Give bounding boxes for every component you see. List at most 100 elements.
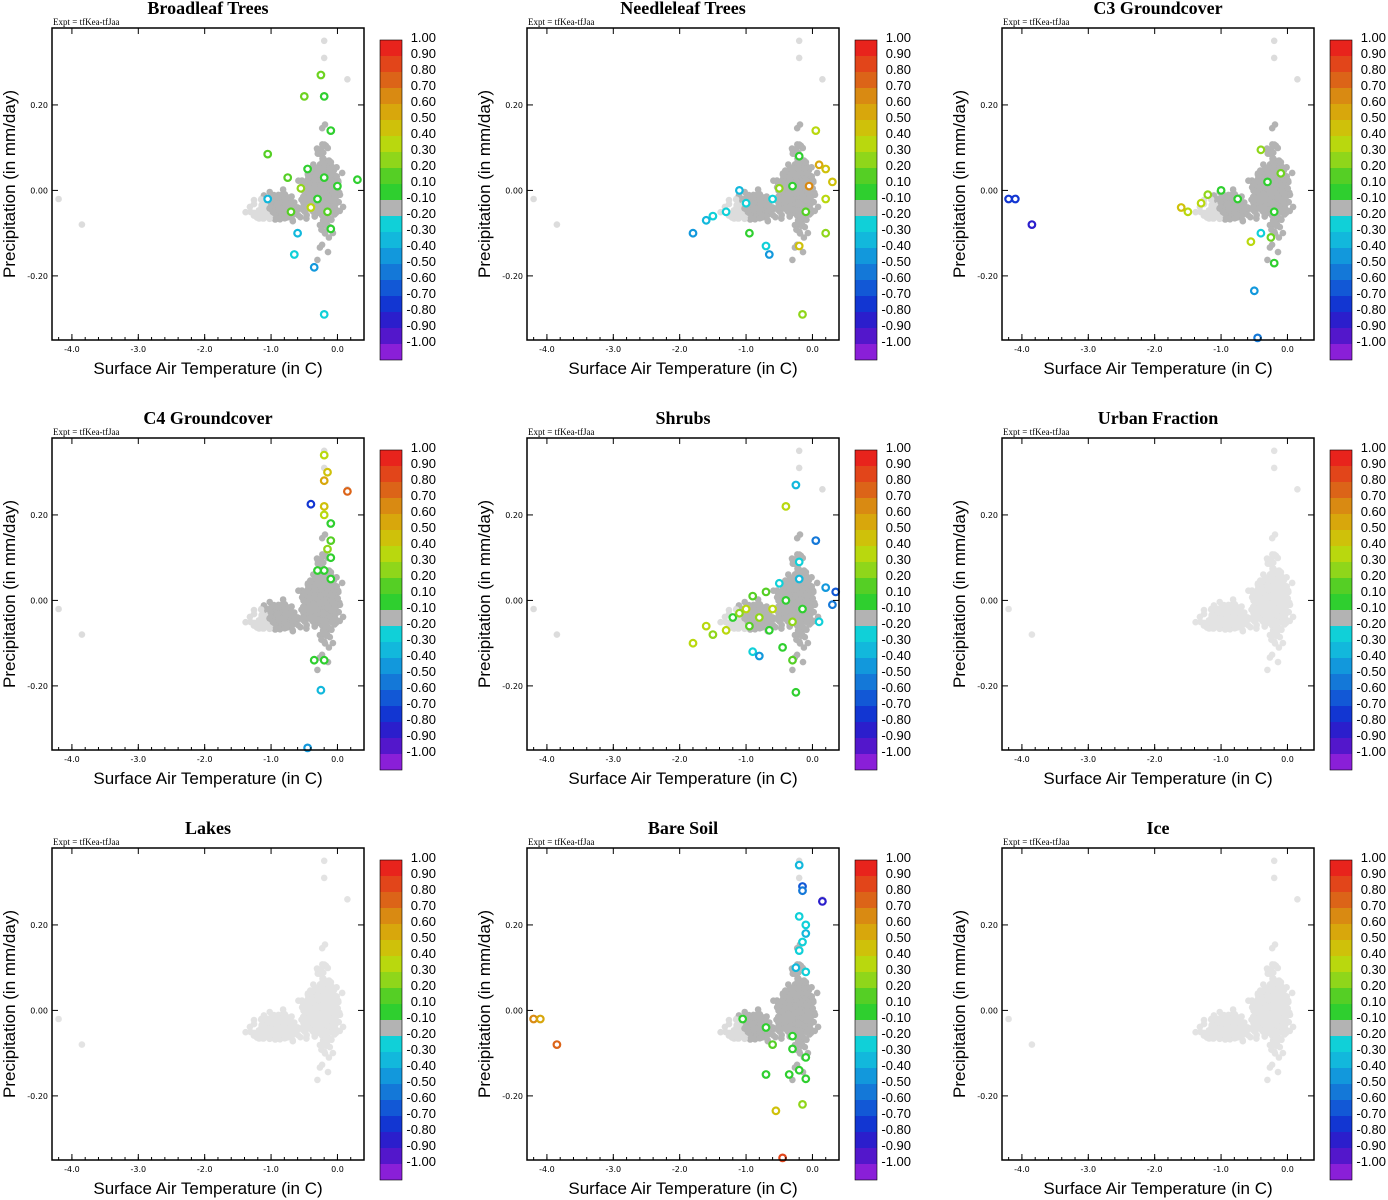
neutral-data-point — [764, 216, 771, 224]
data-point — [735, 185, 744, 195]
neutral-data-point — [788, 145, 796, 152]
panel-title: C3 Groundcover — [1093, 0, 1222, 18]
colorbar-swatch — [380, 200, 402, 216]
colorbar-swatch — [855, 344, 877, 360]
data-point — [309, 655, 319, 665]
neutral-data-point — [344, 76, 351, 83]
colorbar-swatch — [1330, 104, 1352, 120]
neutral-data-point — [778, 211, 785, 219]
x-tick-label: 0.0 — [1281, 345, 1294, 354]
neutral-data-point — [287, 200, 294, 207]
neutral-data-point — [325, 194, 333, 201]
neutral-data-point — [802, 158, 810, 166]
colorbar-swatch — [380, 152, 402, 168]
data-point — [1263, 177, 1272, 187]
colorbar-swatch — [855, 184, 877, 200]
neutral-data-point — [1271, 188, 1278, 196]
colorbar-label: 0.20 — [411, 158, 436, 173]
colorbar-label: -0.90 — [406, 728, 436, 743]
data-point — [1249, 286, 1259, 296]
colorbar-swatch — [1330, 72, 1352, 88]
colorbar-label: 0.40 — [886, 126, 911, 141]
neutral-data-point — [309, 617, 316, 625]
y-tick-label: -0.20 — [977, 272, 998, 281]
neutral-data-point — [784, 207, 791, 215]
data-point — [316, 685, 326, 695]
neutral-data-point — [295, 177, 302, 184]
colorbar-swatch — [1330, 344, 1352, 360]
x-tick-label: -4.0 — [64, 755, 80, 764]
colorbar-swatch — [380, 610, 402, 626]
neutral-data-point — [279, 596, 287, 603]
colorbar-label: -0.40 — [1356, 238, 1386, 253]
neutral-data-point — [795, 447, 803, 455]
colorbar-label: 0.60 — [411, 504, 436, 519]
neutral-data-point — [796, 188, 803, 196]
neutral-data-point — [282, 197, 289, 204]
data-point — [741, 604, 751, 614]
data-point — [1266, 232, 1276, 242]
neutral-data-point — [1274, 248, 1282, 256]
y-tick-label: 0.00 — [30, 186, 48, 195]
data-point — [768, 194, 777, 204]
neutral-data-point — [281, 204, 289, 211]
data-point — [801, 207, 811, 217]
colorbar-label: -0.10 — [406, 600, 436, 615]
x-tick-label: -2.0 — [197, 755, 213, 764]
colorbar-label: -0.60 — [406, 270, 436, 285]
neutral-data-point — [250, 606, 258, 614]
colorbar-swatch — [855, 232, 877, 248]
data-point — [306, 203, 316, 212]
colorbar-swatch — [380, 344, 402, 360]
y-axis-label: Precipitation (in mm/day) — [475, 90, 494, 278]
neutral-data-point — [725, 606, 733, 614]
data-point — [263, 194, 273, 204]
data-point — [293, 228, 303, 238]
neutral-data-point — [300, 197, 308, 205]
neutral-data-point — [283, 622, 291, 630]
y-tick-label: 0.20 — [30, 101, 48, 110]
data-point — [1010, 194, 1020, 204]
neutral-data-point — [333, 583, 341, 590]
neutral-data-point — [1272, 179, 1279, 187]
neutral-data-point — [819, 486, 826, 493]
neutral-data-point — [275, 194, 282, 202]
data-point — [774, 183, 784, 193]
colorbar-label: 0.30 — [1361, 142, 1386, 157]
neutral-data-point — [299, 204, 307, 212]
data-point — [794, 151, 804, 161]
colorbar-label: 1.00 — [886, 30, 911, 45]
neutral-data-point — [257, 196, 265, 203]
neutral-data-point — [796, 230, 804, 237]
colorbar-swatch — [380, 578, 402, 594]
data-point — [319, 450, 329, 460]
data-point — [1027, 220, 1037, 230]
neutral-data-point — [316, 150, 324, 158]
neutral-data-point — [733, 202, 741, 209]
colorbar-label: -0.10 — [1356, 190, 1386, 205]
y-tick-label: 0.20 — [980, 101, 998, 110]
neutral-data-point — [320, 201, 327, 208]
neutral-data-point — [320, 575, 328, 583]
neutral-data-point — [1253, 211, 1260, 219]
data-point — [299, 91, 309, 101]
colorbar-label: -0.30 — [1356, 222, 1386, 237]
neutral-data-point — [806, 600, 813, 608]
neutral-data-point — [321, 188, 329, 196]
neutral-data-point — [795, 54, 803, 62]
y-tick-label: -0.20 — [27, 682, 48, 691]
colorbar-label: -0.10 — [881, 190, 911, 205]
colorbar-frame — [379, 39, 403, 361]
neutral-data-point — [1219, 208, 1227, 216]
colorbar-swatch — [1330, 136, 1352, 152]
neutral-data-point — [717, 618, 724, 626]
x-tick-label: -4.0 — [1014, 345, 1030, 354]
neutral-data-point — [725, 196, 733, 204]
colorbar-swatch — [380, 264, 402, 280]
experiment-label: Expt = tfKea-tfJaa — [1003, 17, 1070, 27]
colorbar-swatch — [855, 264, 877, 280]
neutral-data-point — [303, 211, 311, 219]
neutral-data-point — [530, 195, 537, 203]
